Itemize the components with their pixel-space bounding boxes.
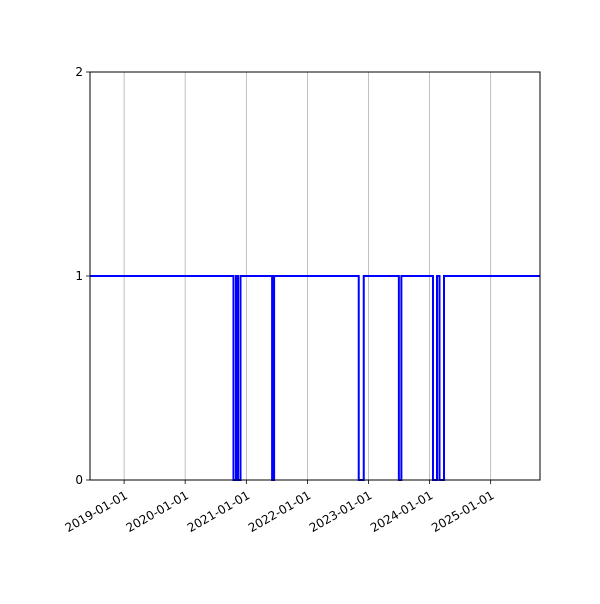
y-tick-label: 2 bbox=[75, 65, 83, 79]
x-tick-label: 2020-01-01 bbox=[124, 488, 191, 535]
x-tick-label: 2025-01-01 bbox=[429, 488, 496, 535]
x-tick-label: 2024-01-01 bbox=[368, 488, 435, 535]
x-tick-label: 2021-01-01 bbox=[185, 488, 252, 535]
x-tick-label: 2019-01-01 bbox=[63, 488, 130, 535]
y-tick-label: 0 bbox=[75, 473, 83, 487]
x-tick-label: 2023-01-01 bbox=[307, 488, 374, 535]
x-tick-label: 2022-01-01 bbox=[246, 488, 313, 535]
y-tick-label: 1 bbox=[75, 269, 83, 283]
